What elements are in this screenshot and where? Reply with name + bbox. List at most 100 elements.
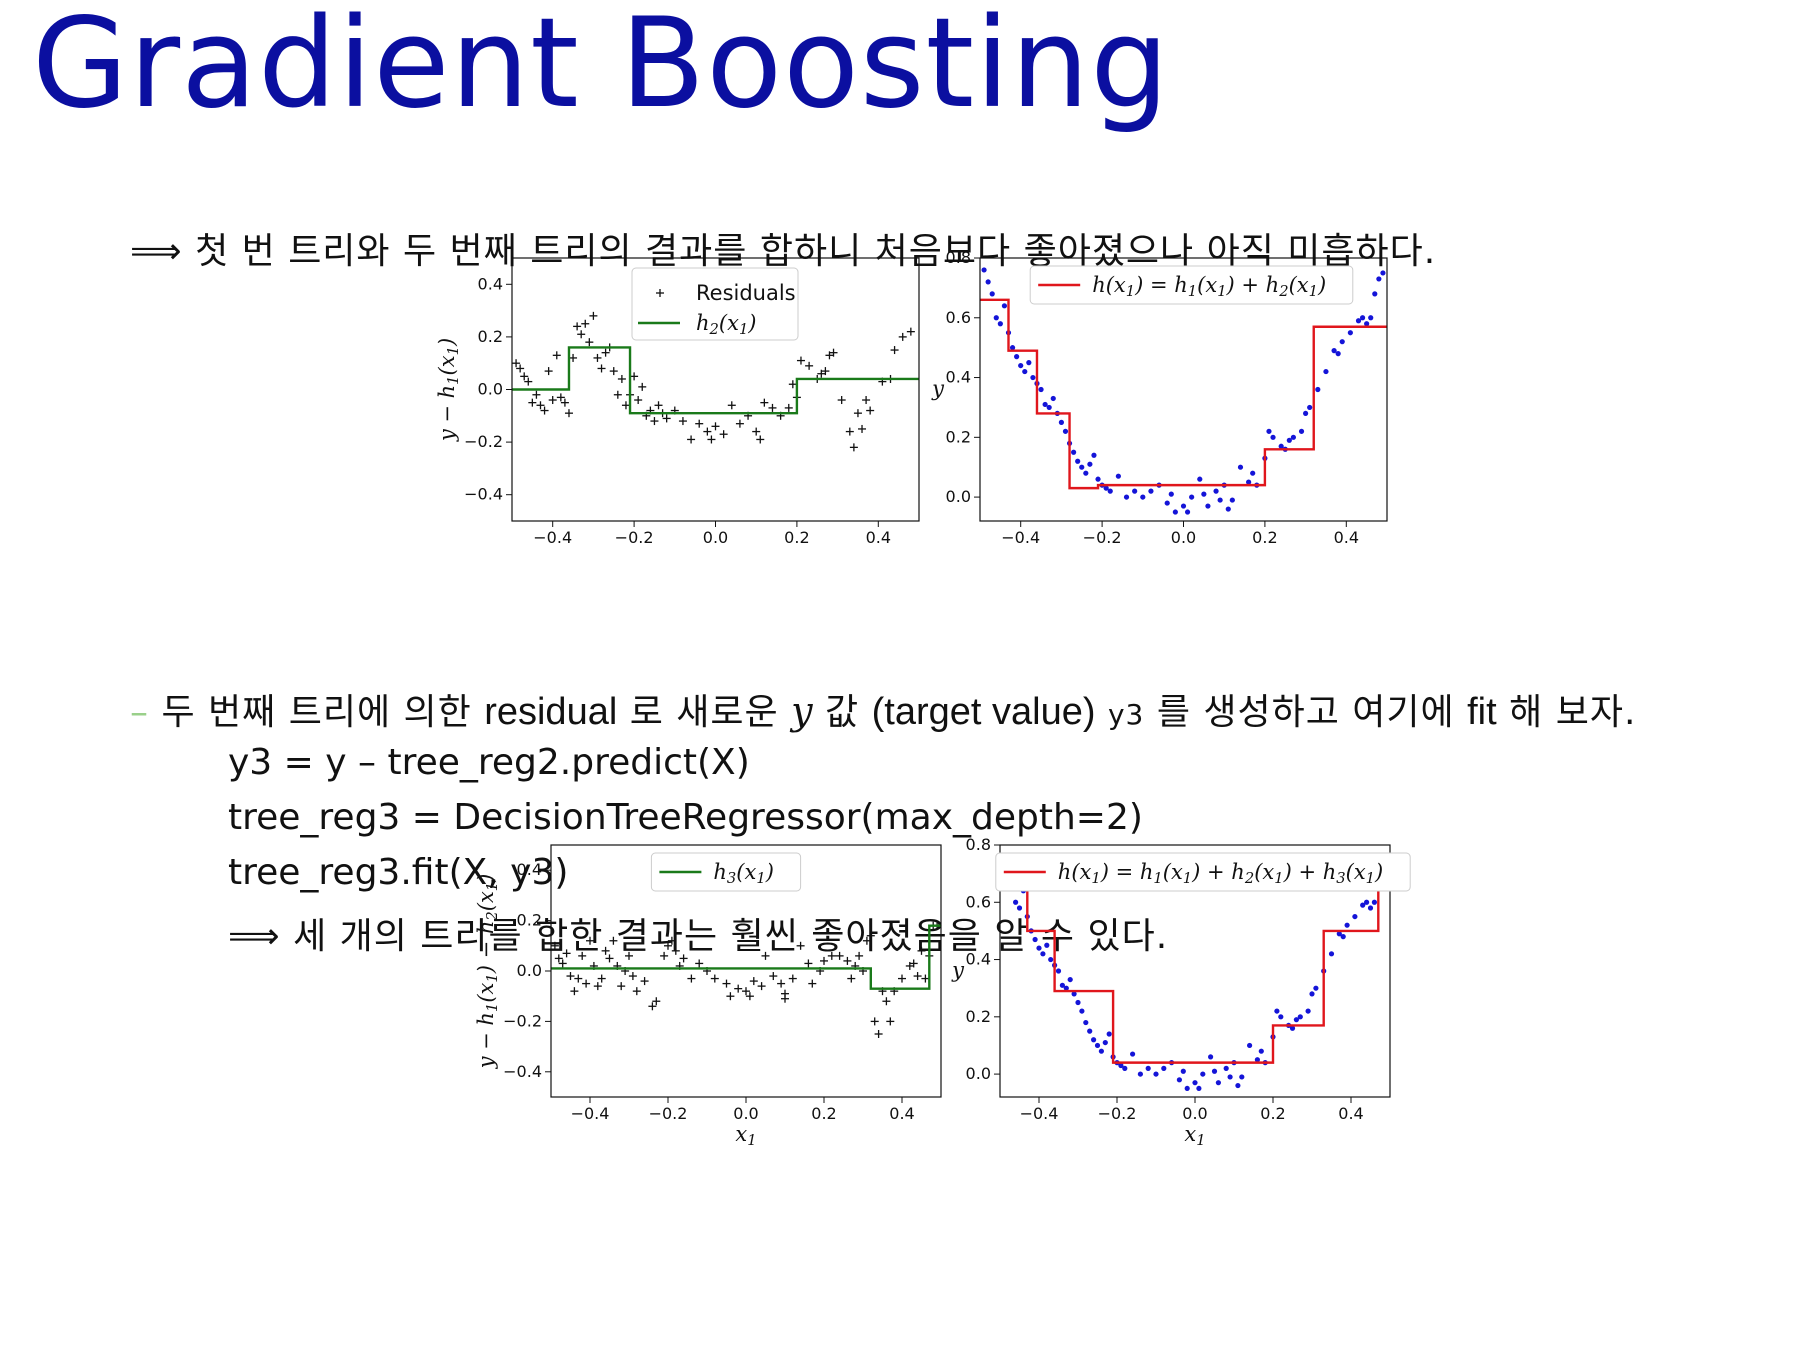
svg-text:0.6: 0.6 [966,892,991,911]
y-tick: −0.2 [464,432,512,451]
data-point [1145,1065,1151,1071]
residual-marker [913,972,922,981]
residual-marker [634,396,643,405]
y-tick: 0.8 [966,835,1000,854]
residual-marker [540,406,549,415]
residual-marker [652,997,661,1006]
code-line-1: y3 = y – tree_reg2.predict(X) [228,742,750,783]
residual-marker [570,987,579,996]
data-point [1286,437,1292,443]
data-point [1083,1019,1089,1026]
data-point [1359,315,1366,321]
data-point [1223,1065,1229,1071]
data-point [1303,410,1309,417]
residual-marker [710,974,719,983]
data-point [1176,1077,1182,1083]
residual-marker [804,959,813,968]
data-point [1067,976,1073,983]
summary-line-1-text: 첫 번 트리와 두 번째 트리의 결과를 합하니 처음보다 좋아졌으나 아직 미… [195,231,1437,272]
data-point [1058,419,1064,425]
data-point [1367,905,1374,911]
residual-marker [630,372,639,381]
svg-text:0.4: 0.4 [866,528,891,547]
residuals-h3-plot: −0.4 −0.2 0.0 0.2 0.4 −0.4 −0.2 0.0 0.2 0.4 h3(x1)… [474,844,942,1149]
residual-marker [777,979,786,988]
residual-marker [640,977,649,986]
residual-marker [898,332,907,341]
data-point [1030,374,1036,381]
data-point [1331,348,1337,354]
data-point [1289,1025,1296,1031]
implies-arrow: ⟹ [130,231,183,272]
bullet-dash: – [130,692,149,733]
residual-marker [617,374,626,383]
residual-marker [578,951,587,960]
residual-marker [695,959,704,968]
residual-marker [874,1030,883,1038]
data-point [1071,991,1077,997]
residual-marker [703,427,712,436]
residual-marker [909,959,918,968]
residual-marker [769,972,778,981]
residual-marker [585,338,594,347]
result-line-text: 세 개의 트리를 합한 결과는 훨씬 좋아졌음을 알 수 있다. [293,916,1169,957]
axes-frame [979,257,1388,522]
y-tick: 0.4 [966,950,1000,969]
residual-marker [648,1002,657,1011]
residual-marker [569,353,578,362]
data-point [1022,368,1028,375]
residual-marker [719,430,728,439]
data-point [1059,982,1065,988]
data-point [1200,1071,1206,1077]
data-point [1184,509,1191,515]
data-point [1360,902,1366,908]
bullet-target-value: (target value) [871,691,1096,733]
data-point [1315,386,1321,393]
residual-marker [821,367,830,376]
residual-marker [866,931,875,940]
residual-marker [734,984,743,993]
x-tick: 0.4 [1338,1097,1364,1123]
svg-text:0.2: 0.2 [517,911,542,930]
residual-marker [805,361,814,370]
data-point [1164,500,1170,506]
x-tick: −0.4 [1020,1097,1058,1123]
residual-marker [921,974,930,983]
svg-text:0.2: 0.2 [946,427,971,446]
svg-text:0.0: 0.0 [703,528,728,547]
y-axis-label: y [951,958,965,982]
data-point [1087,461,1093,467]
data-point [1042,401,1048,408]
data-point [1237,464,1244,470]
residual-marker [550,941,559,950]
data-point [1079,1008,1085,1014]
data-point [1227,1074,1233,1080]
svg-text:0.2: 0.2 [1260,1104,1285,1123]
y-tick: 0.4 [946,368,980,387]
summary-line-1: ⟹ 첫 번 트리와 두 번째 트리의 결과를 합하니 처음보다 좋아졌으나 아직… [130,222,1436,274]
svg-text:0.4: 0.4 [1338,1104,1363,1123]
data-point [1372,291,1378,297]
residual-marker [866,406,875,415]
y-tick: 0.6 [946,308,980,327]
svg-text:−0.2: −0.2 [503,1011,542,1030]
svg-text:−0.4: −0.4 [464,485,503,504]
residual-marker [687,974,696,983]
svg-text:0.4: 0.4 [1334,528,1359,547]
data-point [1215,1080,1221,1086]
svg-text:0.0: 0.0 [1182,1104,1207,1123]
legend: Residuals h2(x1) [631,267,799,341]
bullet-residual: residual [484,691,618,733]
residual-marker [722,979,731,988]
y-tick: 0.2 [478,327,512,346]
svg-text:0.4: 0.4 [889,1104,914,1123]
data-point [1196,1085,1202,1092]
residual-marker [749,977,758,986]
residual-marker [727,401,736,410]
svg-text:0.4: 0.4 [966,950,991,969]
data-point [1083,470,1089,476]
residual-marker [548,396,557,405]
residual-marker [564,409,573,418]
data-point [1225,506,1231,512]
residual-marker [858,424,867,433]
